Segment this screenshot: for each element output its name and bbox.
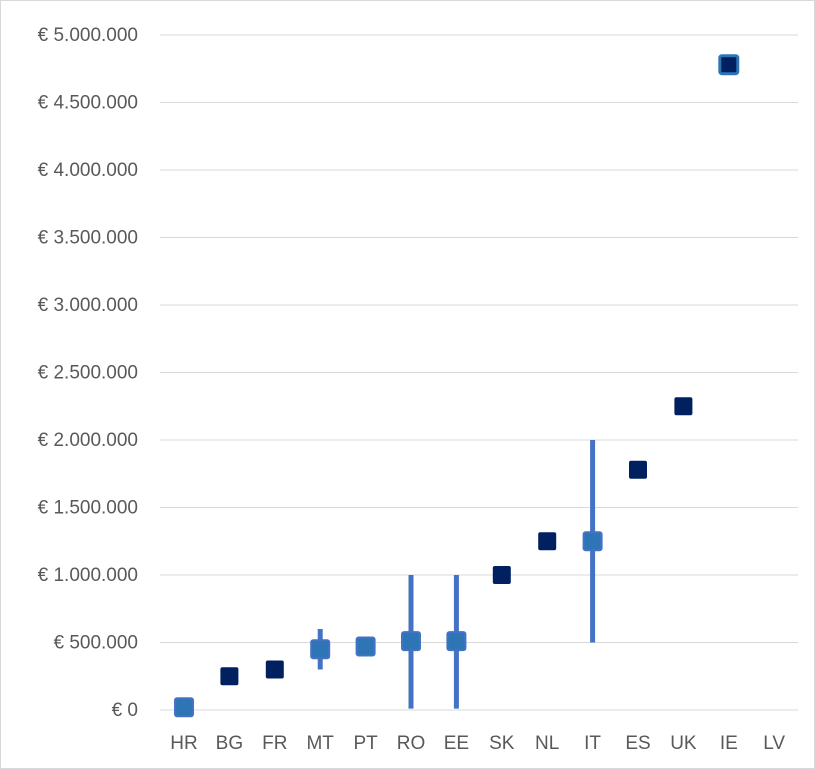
- y-tick-label: € 2.000.000: [38, 430, 138, 451]
- data-points: [174, 54, 740, 718]
- y-tick-label: € 1.500.000: [38, 498, 138, 519]
- point-pt: [355, 636, 376, 657]
- x-tick-label-ie: IE: [720, 733, 738, 754]
- point-ee: [446, 631, 467, 652]
- x-tick-label-mt: MT: [306, 733, 334, 754]
- range-lines: [317, 440, 596, 709]
- x-tick-label-lv: LV: [763, 733, 785, 754]
- x-tick-label-sk: SK: [489, 733, 515, 754]
- grid-lines: [160, 34, 798, 711]
- x-tick-label-pt: PT: [353, 733, 378, 754]
- point-es: [629, 460, 647, 479]
- point-nl: [538, 532, 557, 551]
- x-tick-label-ro: RO: [397, 733, 426, 754]
- y-tick-label: € 5.000.000: [38, 25, 138, 46]
- x-tick-label-es: ES: [625, 733, 650, 754]
- y-axis-ticks: € 0 € 500.000 € 1.000.000 € 1.500.000 € 2.00…: [38, 25, 138, 721]
- point-uk: [674, 397, 693, 416]
- x-tick-label-nl: NL: [535, 733, 559, 754]
- point-ie: [718, 54, 740, 76]
- x-axis-ticks: HR BG FR MT PT RO EE SK NL IT ES UK IE LV: [170, 733, 785, 754]
- y-tick-label: € 3.000.000: [38, 295, 138, 316]
- point-it: [582, 531, 603, 552]
- x-tick-label-bg: BG: [216, 733, 243, 754]
- point-hr: [174, 697, 194, 718]
- point-fr: [265, 660, 284, 679]
- x-tick-label-ee: EE: [444, 733, 469, 754]
- y-tick-label: € 4.000.000: [38, 160, 138, 181]
- y-tick-label: € 1.000.000: [38, 565, 138, 586]
- y-tick-label: € 500.000: [53, 633, 138, 654]
- point-ro: [401, 631, 421, 652]
- point-sk: [492, 566, 511, 584]
- y-tick-label: € 0: [112, 700, 138, 721]
- x-tick-label-it: IT: [584, 733, 601, 754]
- y-tick-label: € 3.500.000: [38, 228, 138, 249]
- point-mt: [310, 639, 331, 660]
- x-tick-label-hr: HR: [170, 733, 197, 754]
- y-tick-label: € 2.500.000: [38, 363, 138, 384]
- y-tick-label: € 4.500.000: [38, 93, 138, 114]
- point-bg: [220, 667, 239, 686]
- x-tick-label-fr: FR: [262, 733, 287, 754]
- x-tick-label-uk: UK: [670, 733, 697, 754]
